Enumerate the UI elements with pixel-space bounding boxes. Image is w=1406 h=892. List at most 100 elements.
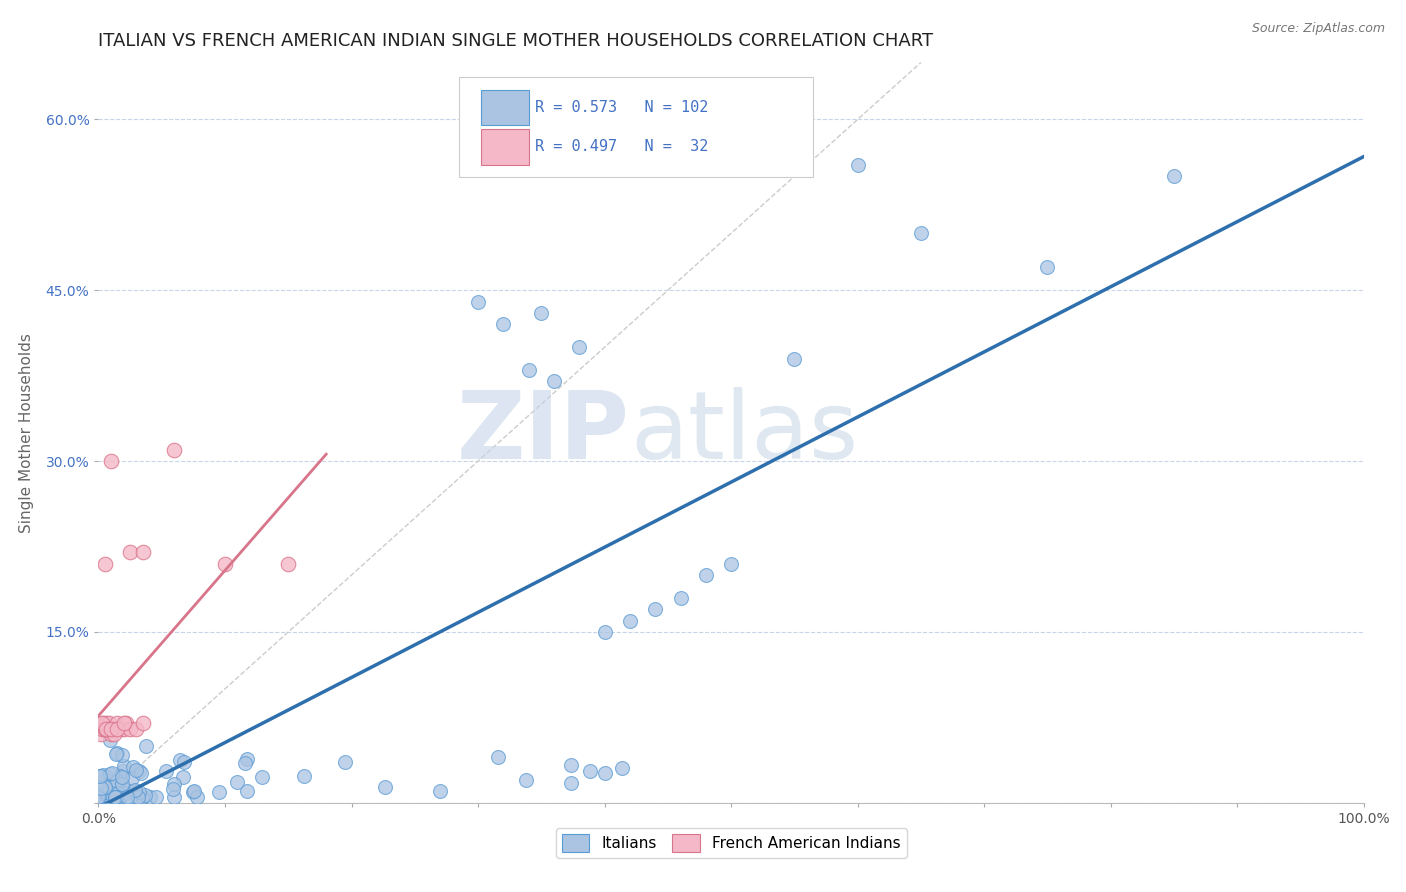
Point <box>578 764 600 779</box>
Point <box>91 768 114 782</box>
Point <box>125 722 148 736</box>
Point <box>236 752 259 766</box>
Point <box>104 790 127 805</box>
Point <box>101 777 124 791</box>
Point <box>110 790 132 805</box>
Point <box>107 773 129 788</box>
Point <box>214 557 236 571</box>
Point <box>94 722 117 736</box>
Point <box>115 716 138 731</box>
Point <box>120 790 142 805</box>
Point <box>103 722 125 736</box>
Point <box>492 318 515 332</box>
Point <box>595 766 617 780</box>
Point <box>610 761 633 775</box>
Point <box>124 784 146 798</box>
Point <box>181 785 204 799</box>
Point <box>110 772 132 787</box>
Point <box>90 781 112 796</box>
Point <box>90 789 112 804</box>
Point <box>226 775 249 789</box>
Point <box>155 764 177 778</box>
Point <box>90 727 112 741</box>
Point <box>101 766 124 780</box>
Point <box>517 363 540 377</box>
Point <box>90 789 112 803</box>
Point <box>108 768 131 782</box>
Point <box>103 789 125 803</box>
Point <box>111 764 134 779</box>
Point <box>530 306 553 320</box>
Text: R = 0.573   N = 102: R = 0.573 N = 102 <box>534 100 709 115</box>
Point <box>107 786 129 800</box>
Point <box>93 780 115 794</box>
Point <box>97 785 120 799</box>
Point <box>1163 169 1185 184</box>
Point <box>98 767 121 781</box>
Point <box>128 785 150 799</box>
Text: ITALIAN VS FRENCH AMERICAN INDIAN SINGLE MOTHER HOUSEHOLDS CORRELATION CHART: ITALIAN VS FRENCH AMERICAN INDIAN SINGLE… <box>98 32 934 50</box>
Point <box>127 790 149 805</box>
Point <box>98 732 121 747</box>
Point <box>208 785 231 799</box>
Point <box>93 716 115 731</box>
Point <box>163 442 186 457</box>
Point <box>292 769 315 783</box>
Point <box>120 722 141 736</box>
Point <box>129 765 152 780</box>
Point <box>486 750 509 764</box>
Point <box>100 722 122 736</box>
Point <box>107 716 129 731</box>
Point <box>236 783 259 797</box>
Point <box>172 770 194 784</box>
Point <box>103 727 125 741</box>
Point <box>97 780 120 794</box>
Point <box>695 568 717 582</box>
Point <box>429 784 451 798</box>
Point <box>125 763 148 777</box>
Point <box>139 790 162 805</box>
Point <box>101 790 124 805</box>
Point <box>98 789 121 804</box>
Point <box>111 777 134 791</box>
Point <box>115 790 138 805</box>
Point <box>93 722 117 736</box>
Point <box>94 716 117 731</box>
Point <box>173 755 195 769</box>
Point <box>124 782 146 797</box>
FancyBboxPatch shape <box>481 129 529 165</box>
Point <box>135 739 157 753</box>
Point <box>96 722 118 736</box>
Text: R = 0.497   N =  32: R = 0.497 N = 32 <box>534 139 709 154</box>
Point <box>112 722 135 736</box>
Point <box>89 768 111 782</box>
Point <box>97 716 120 731</box>
Point <box>93 722 117 736</box>
Point <box>128 764 150 778</box>
Point <box>105 790 128 805</box>
Text: atlas: atlas <box>630 386 858 479</box>
Point <box>183 783 205 797</box>
Point <box>93 557 117 571</box>
Text: Source: ZipAtlas.com: Source: ZipAtlas.com <box>1251 22 1385 36</box>
Point <box>162 782 184 797</box>
Point <box>277 557 299 571</box>
Point <box>568 340 591 354</box>
FancyBboxPatch shape <box>481 90 529 126</box>
Y-axis label: Single Mother Households: Single Mother Households <box>20 333 34 533</box>
Point <box>121 772 143 786</box>
Point <box>720 557 742 571</box>
Point <box>107 722 129 736</box>
Legend: Italians, French American Indians: Italians, French American Indians <box>555 829 907 858</box>
Point <box>163 790 186 805</box>
Point <box>90 790 112 805</box>
Point <box>145 790 167 805</box>
Point <box>94 787 117 801</box>
Point <box>120 545 141 559</box>
Point <box>100 454 122 468</box>
Point <box>467 294 489 309</box>
Point <box>114 786 136 800</box>
Point <box>669 591 692 605</box>
Point <box>131 790 153 805</box>
Point <box>112 758 135 772</box>
